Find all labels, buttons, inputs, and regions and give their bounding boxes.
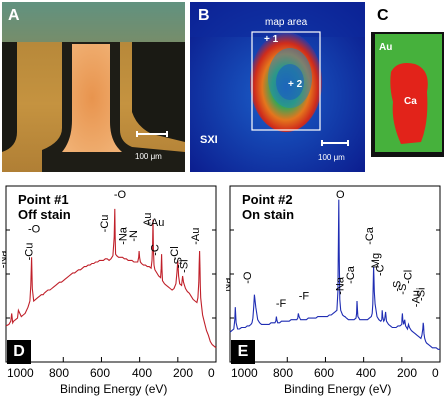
- map-area-label: map area: [265, 17, 308, 28]
- ca-label: Ca: [404, 96, 417, 107]
- panel-d-peak-label: -S: [173, 257, 185, 268]
- panel-e-peak-label: -O: [242, 271, 254, 284]
- panel-c-label: C: [377, 7, 389, 24]
- panel-d-xtick-1000: 1000: [7, 366, 34, 380]
- panel-e-peak-label: -S: [391, 281, 403, 292]
- panel-e-xtick-200: 200: [397, 366, 418, 380]
- panel-e-xtick-600: 600: [314, 366, 335, 380]
- panel-e-peak-label: -Ca: [345, 265, 357, 284]
- panel-a-scalebar: [137, 133, 167, 135]
- panel-d-spectrum: -Na -O -Cu -Cu -O -Na -N -Au Au -C -Cl -S -Si -Au Poi…: [0, 184, 220, 400]
- panel-e-peak-label: -F: [299, 290, 310, 302]
- panel-e-peak-label: -Ca: [364, 226, 376, 245]
- panel-b-label: B: [198, 7, 210, 24]
- panel-c-element-map: C Au Ca: [371, 2, 444, 157]
- panel-e-title-line-2: On stain: [242, 207, 295, 222]
- panel-d-peak-label: -Si: [178, 259, 190, 272]
- panel-a-optical-image: A 100 μm: [2, 2, 185, 172]
- panel-a-label: A: [8, 7, 20, 24]
- panel-d-xtick-600: 600: [90, 366, 111, 380]
- panel-e-peak-label: Mg: [370, 253, 382, 268]
- panel-b-scalebar-left-tick: [321, 140, 323, 146]
- panel-d-peak-label: -Cl: [169, 246, 181, 260]
- panel-a-scalebar-right-tick: [166, 131, 168, 137]
- panel-e-xtick-1000: 1000: [231, 366, 258, 380]
- panel-d-xlabel: Binding Energy (eV): [60, 382, 168, 396]
- optical-micrograph: [2, 2, 185, 172]
- panel-d-peak-label: -N: [128, 230, 140, 242]
- panel-d-peak-label: -Cu: [99, 215, 111, 233]
- panel-e-xtick-400: 400: [356, 366, 377, 380]
- panel-d-peak-label: -Au: [147, 217, 164, 229]
- panel-e-spectrum-line: [229, 199, 440, 350]
- panel-e-peak-label: O: [336, 189, 345, 201]
- map-area-box: [251, 31, 321, 131]
- sxi-label: SXI: [200, 134, 218, 146]
- panel-d-peak-label: -C: [150, 244, 162, 256]
- panel-d-title-line-2: Off stain: [18, 207, 71, 222]
- panel-a-scalebar-text: 100 μm: [135, 152, 162, 161]
- panel-b-scalebar-text: 100 μm: [318, 153, 345, 162]
- panel-d-label: D: [7, 340, 31, 364]
- panel-e-peak-label: -C: [375, 264, 387, 276]
- panel-d-title-line-1: Point #1: [18, 192, 69, 207]
- panel-e-peak-label: -Au: [410, 290, 422, 307]
- panel-e-peak-label: Na: [226, 277, 233, 292]
- panel-e-spectrum: Na -O -F -F O -Na -Ca -Ca Mg -C -S -S -Cl -Au -Si Poin…: [221, 184, 444, 400]
- panel-e-peak-label: -F: [276, 298, 287, 310]
- panel-b-scalebar-right-tick: [347, 140, 349, 146]
- point-2-marker: + 2: [288, 79, 303, 90]
- panel-b-scalebar: [322, 142, 348, 144]
- panel-d-peak-label: -O: [114, 189, 127, 201]
- panel-d-peak-label: -Na: [117, 226, 129, 245]
- point-1-marker: + 1: [264, 34, 279, 45]
- panel-d-peak-label: -O: [28, 223, 41, 235]
- panel-e-peak-label: -Si: [416, 288, 428, 301]
- panel-e-peak-label: -Cl: [402, 270, 414, 284]
- panel-d-peak-label: -Na: [2, 250, 9, 269]
- au-ca-map-image: [371, 2, 444, 157]
- panel-e-label: E: [231, 340, 255, 364]
- panel-d-xtick-800: 800: [49, 366, 70, 380]
- panel-d-spectrum-line: [5, 208, 217, 349]
- sxi-map-image: [190, 2, 365, 172]
- panel-d-peak-label: -Cu: [24, 243, 36, 261]
- panel-d-xtick-400: 400: [132, 366, 153, 380]
- panel-d-peak-label: -Au: [190, 228, 202, 245]
- panel-d-peak-label: Au: [142, 213, 154, 226]
- panel-d-xtick-200: 200: [173, 366, 194, 380]
- panel-e-xtick-0: 0: [432, 366, 439, 380]
- panel-d-xtick-0: 0: [208, 366, 215, 380]
- panel-e-peak-label: -Na: [335, 276, 347, 295]
- panel-e-xtick-800: 800: [273, 366, 294, 380]
- panel-a-scalebar-left-tick: [136, 131, 138, 137]
- panel-e-xlabel: Binding Energy (eV): [284, 382, 392, 396]
- panel-b-sxi-map: B map area + 1 + 2 SXI 100 μm: [190, 2, 365, 172]
- au-label: Au: [379, 42, 393, 53]
- panel-e-peak-label: -S: [397, 284, 409, 295]
- panel-e-title-line-1: Point #2: [242, 192, 293, 207]
